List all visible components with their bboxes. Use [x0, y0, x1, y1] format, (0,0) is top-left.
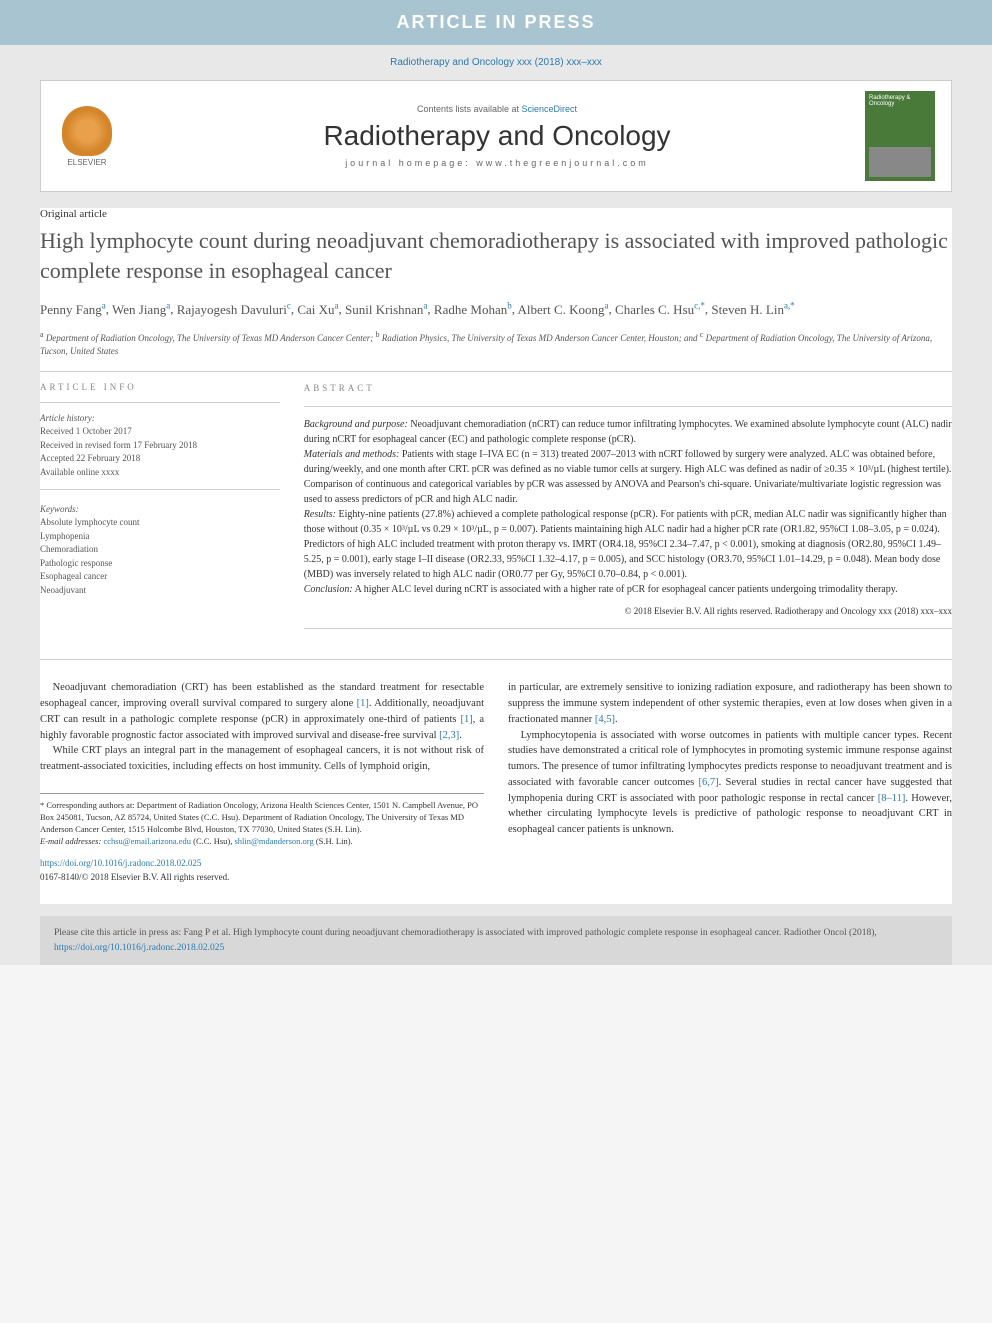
footnotes: * Corresponding authors at: Department o…	[40, 793, 484, 848]
divider	[40, 371, 952, 372]
reference-link[interactable]: [2,3]	[439, 730, 459, 741]
citation-doi-link[interactable]: https://doi.org/10.1016/j.radonc.2018.02…	[54, 943, 224, 953]
keyword-item: Pathologic response	[40, 557, 280, 571]
cover-image	[869, 147, 931, 177]
author: Sunil Krishnana	[345, 302, 427, 317]
divider	[40, 489, 280, 490]
body-column-left: Neoadjuvant chemoradiation (CRT) has bee…	[40, 680, 484, 884]
abstract-conclusion: Conclusion: A higher ALC level during nC…	[304, 582, 952, 597]
email-name: (S.H. Lin).	[314, 836, 353, 846]
body-paragraph: Lymphocytopenia is associated with worse…	[508, 728, 952, 838]
author: Wen Jianga	[112, 302, 170, 317]
contents-line: Contents lists available at ScienceDirec…	[129, 104, 865, 114]
abs-conclusion-label: Conclusion:	[304, 584, 353, 595]
divider	[40, 659, 952, 660]
abstract-methods: Materials and methods: Patients with sta…	[304, 447, 952, 507]
journal-cover: Radiotherapy & Oncology	[865, 91, 935, 181]
article-type: Original article	[40, 208, 952, 220]
divider	[304, 406, 952, 407]
reference-link[interactable]: [1]	[357, 698, 369, 709]
keywords-heading: Keywords:	[40, 504, 280, 514]
elsevier-label: ELSEVIER	[67, 158, 106, 167]
article-title: High lymphocyte count during neoadjuvant…	[40, 226, 952, 285]
elsevier-tree-icon	[62, 106, 112, 156]
body-paragraph: in particular, are extremely sensitive t…	[508, 680, 952, 727]
abstract: ABSTRACT Background and purpose: Neoadju…	[304, 382, 952, 639]
homepage-url: www.thegreenjournal.com	[476, 158, 649, 168]
divider	[40, 402, 280, 403]
keyword-item: Neoadjuvant	[40, 584, 280, 598]
homepage-line: journal homepage: www.thegreenjournal.co…	[129, 158, 865, 168]
citation-box: Please cite this article in press as: Fa…	[40, 916, 952, 965]
journal-name: Radiotherapy and Oncology	[129, 120, 865, 152]
contents-prefix: Contents lists available at	[417, 104, 522, 114]
affiliations: a Department of Radiation Oncology, The …	[40, 329, 952, 357]
issn-copyright: 0167-8140/© 2018 Elsevier B.V. All right…	[40, 872, 229, 882]
keyword-item: Esophageal cancer	[40, 570, 280, 584]
abs-results-text: Eighty-nine patients (27.8%) achieved a …	[304, 509, 947, 580]
abstract-heading: ABSTRACT	[304, 382, 952, 396]
doi-link[interactable]: https://doi.org/10.1016/j.radonc.2018.02…	[40, 858, 201, 868]
citation-text: Please cite this article in press as: Fa…	[54, 928, 877, 938]
reference-link[interactable]: [1]	[460, 714, 472, 725]
keyword-item: Lymphopenia	[40, 530, 280, 544]
email-link[interactable]: cchsu@email.arizona.edu	[103, 836, 191, 846]
history-item: Received in revised form 17 February 201…	[40, 439, 280, 453]
history-item: Received 1 October 2017	[40, 425, 280, 439]
author: Charles C. Hsuc,*	[615, 302, 705, 317]
body-paragraph: Neoadjuvant chemoradiation (CRT) has bee…	[40, 680, 484, 743]
article-info-heading: ARTICLE INFO	[40, 382, 280, 392]
reference-link[interactable]: [8–11]	[878, 793, 906, 804]
keyword-item: Absolute lymphocyte count	[40, 516, 280, 530]
corresponding-author-note: * Corresponding authors at: Department o…	[40, 800, 484, 836]
journal-header: ELSEVIER Contents lists available at Sci…	[40, 80, 952, 192]
abs-methods-label: Materials and methods:	[304, 449, 400, 460]
author: Rajayogesh Davuluric	[177, 302, 291, 317]
email-label: E-mail addresses:	[40, 836, 103, 846]
abs-background-label: Background and purpose:	[304, 419, 408, 430]
abstract-copyright: © 2018 Elsevier B.V. All rights reserved…	[304, 605, 952, 619]
doi-block: https://doi.org/10.1016/j.radonc.2018.02…	[40, 857, 484, 884]
abs-results-label: Results:	[304, 509, 336, 520]
elsevier-logo: ELSEVIER	[57, 101, 117, 171]
history-heading: Article history:	[40, 413, 280, 423]
history-item: Accepted 22 February 2018	[40, 452, 280, 466]
article-info: ARTICLE INFO Article history: Received 1…	[40, 382, 280, 639]
email-link[interactable]: shlin@mdanderson.org	[235, 836, 314, 846]
homepage-prefix: journal homepage:	[345, 158, 476, 168]
cover-title: Radiotherapy & Oncology	[865, 91, 935, 111]
body-paragraph: While CRT plays an integral part in the …	[40, 743, 484, 775]
abs-methods-text: Patients with stage I–IVA EC (n = 313) t…	[304, 449, 952, 505]
author: Radhe Mohanb	[434, 302, 512, 317]
author: Albert C. Koonga	[518, 302, 609, 317]
body-text: Neoadjuvant chemoradiation (CRT) has bee…	[40, 680, 952, 884]
abstract-background: Background and purpose: Neoadjuvant chem…	[304, 417, 952, 447]
author: Penny Fanga	[40, 302, 106, 317]
journal-reference: Radiotherapy and Oncology xxx (2018) xxx…	[0, 45, 992, 80]
abstract-results: Results: Eighty-nine patients (27.8%) ac…	[304, 507, 952, 582]
header-center: Contents lists available at ScienceDirec…	[129, 104, 865, 168]
keyword-item: Chemoradiation	[40, 543, 280, 557]
email-line: E-mail addresses: cchsu@email.arizona.ed…	[40, 836, 484, 848]
author: Cai Xua	[297, 302, 338, 317]
reference-link[interactable]: [4,5]	[595, 714, 615, 725]
author: Steven H. Lina,*	[711, 302, 794, 317]
abs-conclusion-text: A higher ALC level during nCRT is associ…	[353, 584, 898, 595]
divider	[304, 628, 952, 629]
reference-link[interactable]: [6,7]	[699, 777, 719, 788]
authors-list: Penny Fanga, Wen Jianga, Rajayogesh Davu…	[40, 299, 952, 319]
history-item: Available online xxxx	[40, 466, 280, 480]
email-name: (C.C. Hsu),	[191, 836, 234, 846]
article-in-press-banner: ARTICLE IN PRESS	[0, 0, 992, 45]
body-column-right: in particular, are extremely sensitive t…	[508, 680, 952, 884]
sciencedirect-link[interactable]: ScienceDirect	[522, 104, 578, 114]
